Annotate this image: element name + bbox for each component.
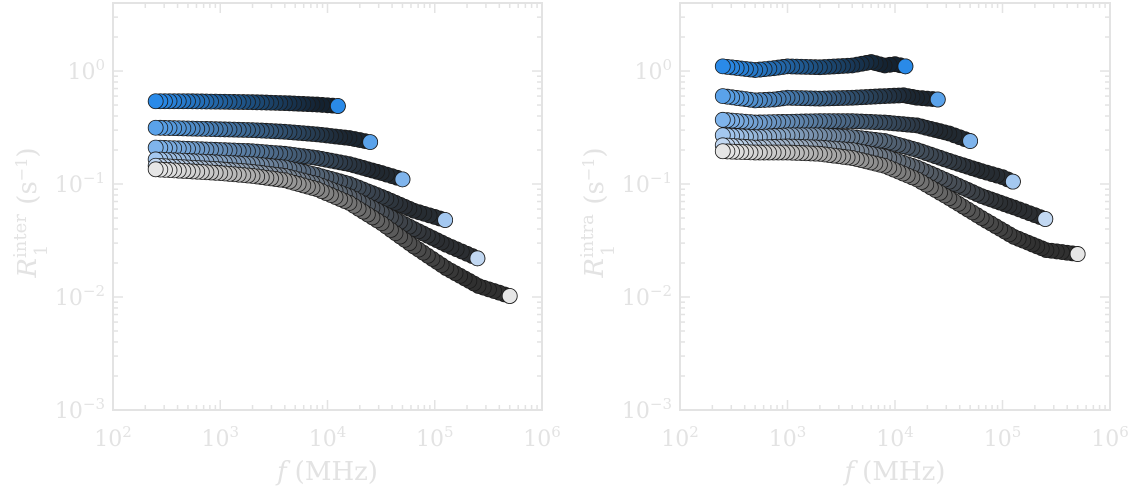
series-end-point xyxy=(1005,173,1021,190)
series-end-point xyxy=(962,133,979,149)
data-point xyxy=(714,88,731,104)
series-2 xyxy=(147,119,379,150)
series-end-point xyxy=(394,171,411,188)
y-tick-label: 100 xyxy=(67,56,105,85)
x-tick-label: 102 xyxy=(661,423,699,452)
series-3 xyxy=(714,111,979,149)
series-end-point xyxy=(469,250,486,267)
series-end-point xyxy=(1037,211,1054,227)
y-axis-label: Rintra1(s−1) xyxy=(577,147,619,278)
series-end-point xyxy=(437,212,454,228)
data-point xyxy=(147,119,164,136)
plot-frame xyxy=(112,2,543,411)
series-end-point xyxy=(362,134,379,150)
x-tick-label: 105 xyxy=(416,423,454,452)
chart-panel-1: 102 103 104 105 106 10−3 10−2 10−1 100 f (MHz) Rint… xyxy=(10,2,561,487)
data-point xyxy=(714,58,731,75)
y-tick-label: 10−1 xyxy=(55,169,105,198)
series-3 xyxy=(147,139,411,188)
data-point xyxy=(714,143,731,160)
series-end-point xyxy=(1069,246,1086,262)
data-point xyxy=(147,161,164,178)
y-tick-label: 10−2 xyxy=(622,282,672,311)
series-6 xyxy=(147,161,518,304)
x-tick-label: 103 xyxy=(769,423,807,452)
series-end-point xyxy=(929,91,946,108)
y-axis-label: Rinter1(s−1) xyxy=(10,147,52,278)
series-end-point xyxy=(329,98,346,114)
y-tick-label: 10−3 xyxy=(622,395,672,424)
x-tick-label: 104 xyxy=(876,423,914,452)
series-1 xyxy=(147,93,346,114)
y-tick-label: 100 xyxy=(634,56,672,85)
x-tick-label: 106 xyxy=(523,423,561,452)
y-tick-label: 10−1 xyxy=(622,169,672,198)
y-tick-label: 10−2 xyxy=(55,282,105,311)
chart-panel-2: 102 103 104 105 106 10−3 10−2 10−1 100 f (MHz) Rint… xyxy=(577,2,1129,487)
x-tick-label: 103 xyxy=(201,423,239,452)
x-axis-label: f (MHz) xyxy=(275,457,378,487)
series-2 xyxy=(714,87,946,109)
series-end-point xyxy=(897,58,914,75)
data-point xyxy=(714,111,731,128)
x-tick-label: 104 xyxy=(309,423,347,452)
x-tick-label: 106 xyxy=(1091,423,1129,452)
x-tick-label: 102 xyxy=(94,423,132,452)
series-1 xyxy=(714,54,914,78)
series-end-point xyxy=(501,288,518,304)
x-tick-label: 105 xyxy=(984,423,1022,452)
series-6 xyxy=(714,143,1086,262)
y-tick-label: 10−3 xyxy=(55,395,105,424)
data-point xyxy=(147,93,164,110)
x-axis-label: f (MHz) xyxy=(843,457,946,487)
